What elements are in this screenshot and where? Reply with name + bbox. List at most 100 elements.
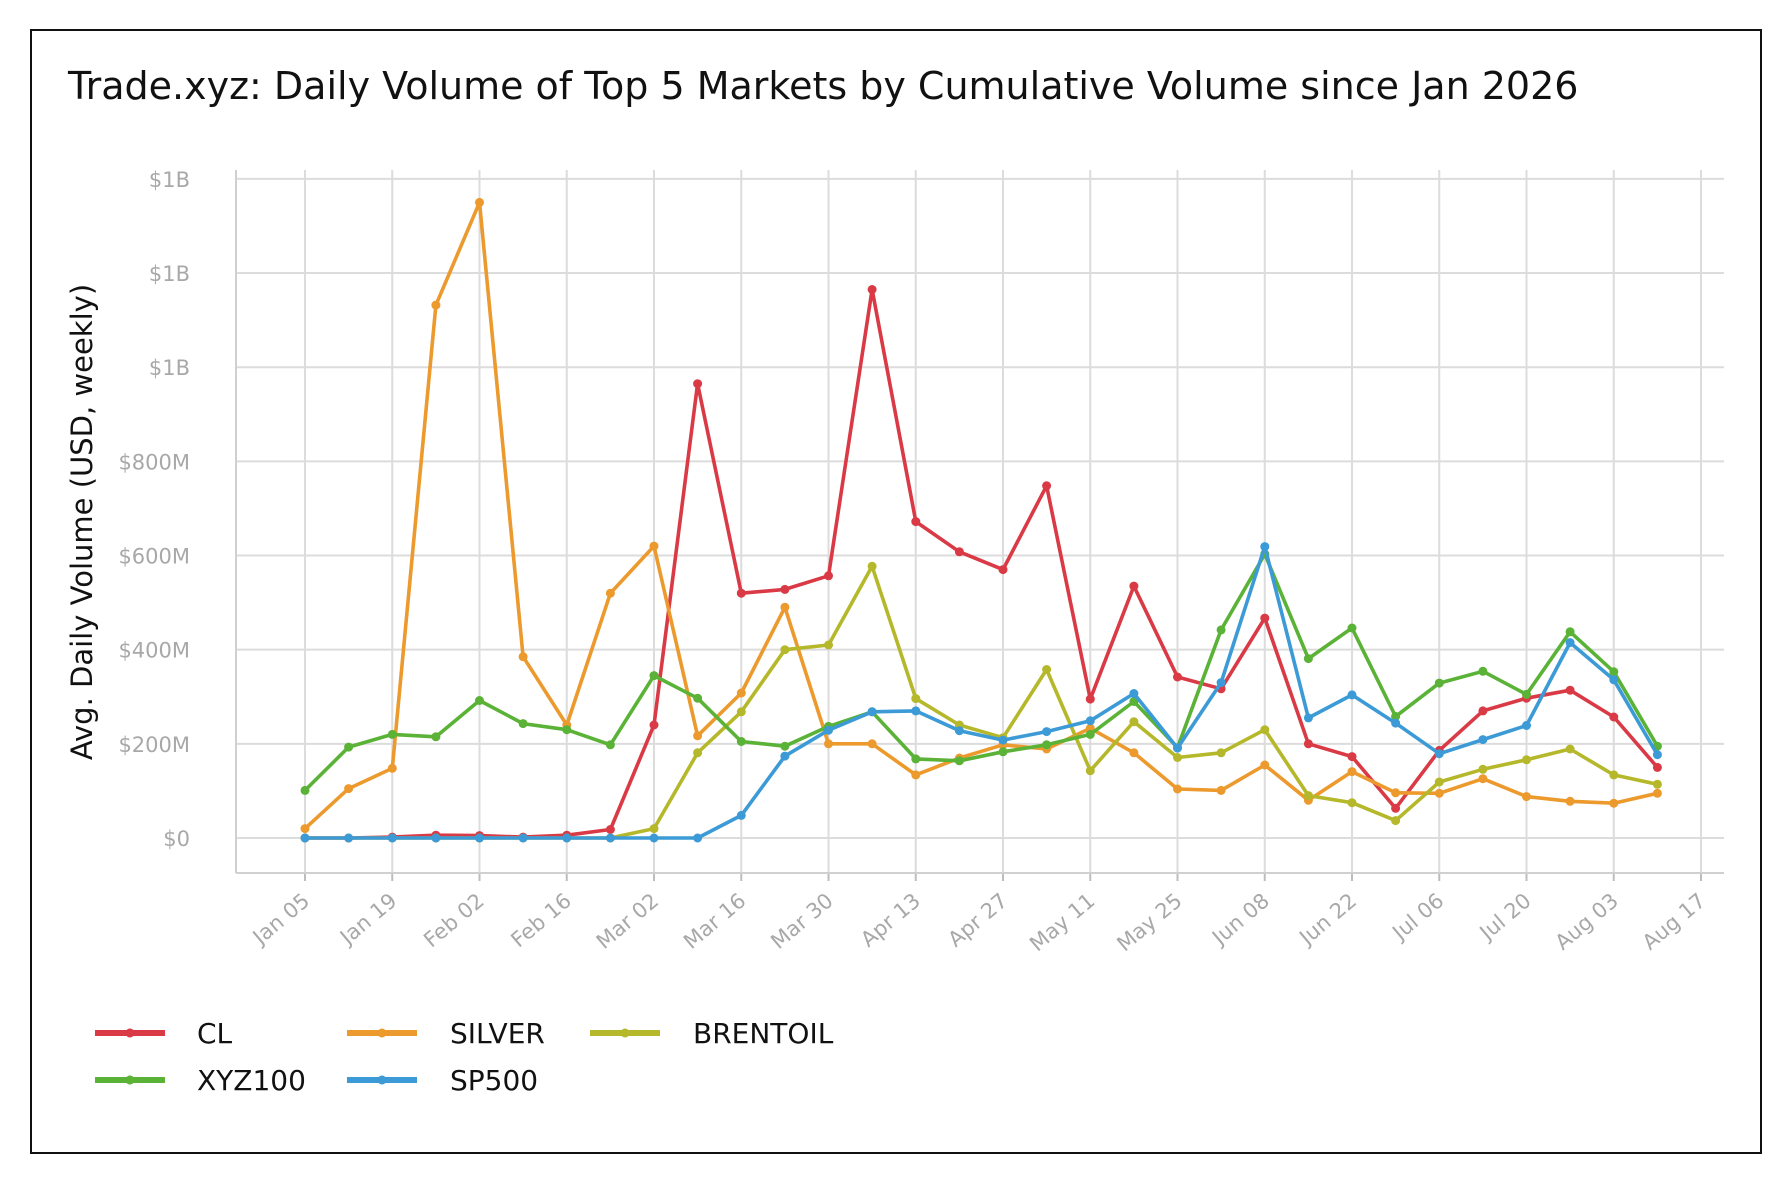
data-point	[780, 602, 790, 612]
legend: CL SILVER BRENTOIL XYZ100 SP500	[95, 1017, 834, 1097]
legend-item-sp500: SP500	[347, 1064, 538, 1097]
data-point	[736, 737, 746, 746]
data-point	[867, 561, 877, 571]
data-point	[693, 731, 703, 741]
data-point	[780, 751, 790, 761]
data-point	[911, 770, 921, 780]
data-point	[1522, 755, 1531, 765]
data-point	[1391, 803, 1401, 813]
data-point	[1478, 666, 1488, 676]
legend-item-cl: CL	[95, 1017, 233, 1050]
data-point	[1042, 665, 1052, 674]
data-point	[1565, 744, 1575, 754]
data-point	[867, 707, 877, 717]
data-point	[1042, 481, 1052, 491]
data-point	[1347, 690, 1357, 700]
legend-label: XYZ100	[197, 1064, 306, 1097]
data-point	[824, 640, 833, 650]
data-point	[1042, 727, 1052, 737]
data-point	[605, 740, 615, 750]
legend-label: BRENTOIL	[693, 1017, 834, 1050]
data-point	[1609, 712, 1619, 722]
data-point	[780, 584, 790, 594]
data-point	[693, 833, 703, 843]
data-point	[1129, 748, 1139, 758]
x-tick-label: Jan 19	[334, 888, 401, 950]
data-point	[387, 763, 397, 773]
data-point	[1260, 542, 1270, 552]
legend-item-brentoil: BRENTOIL	[590, 1017, 834, 1050]
data-point	[911, 517, 921, 527]
x-tick-label: Feb 16	[506, 888, 575, 952]
data-point	[998, 565, 1008, 575]
data-point	[1042, 740, 1052, 750]
data-point	[1522, 689, 1531, 699]
data-point	[475, 696, 484, 705]
data-point	[1173, 672, 1182, 682]
x-tick-label: Mar 02	[592, 888, 663, 953]
data-point	[780, 741, 790, 751]
x-tick-label: Jul 06	[1387, 888, 1449, 945]
data-point	[1173, 743, 1182, 753]
data-point	[1391, 788, 1401, 798]
x-tick-label: Apr 27	[943, 888, 1012, 951]
data-point	[1652, 750, 1662, 760]
data-point	[518, 652, 528, 662]
data-point	[1434, 777, 1444, 787]
x-tick-label: Jan 05	[247, 888, 314, 950]
data-point	[1391, 712, 1401, 721]
x-tick-label: Aug 17	[1638, 888, 1710, 954]
data-point	[911, 694, 921, 704]
data-point	[300, 824, 310, 834]
data-point	[736, 688, 746, 698]
data-point	[1652, 779, 1662, 789]
data-point	[431, 833, 441, 843]
x-tick-label: Jun 08	[1206, 888, 1274, 950]
y-tick-label: $1B	[149, 168, 190, 192]
series-cl	[300, 285, 1662, 843]
x-tick-label: Jun 22	[1294, 888, 1362, 950]
legend-marker	[125, 1075, 135, 1085]
y-tick-label: $1B	[149, 356, 190, 380]
grid	[236, 170, 1724, 873]
y-tick-label: $1B	[149, 262, 190, 286]
legend-label: SP500	[450, 1064, 538, 1097]
data-point	[1652, 788, 1662, 798]
data-point	[1565, 638, 1575, 648]
data-point	[1391, 816, 1401, 826]
y-tick-label: $600M	[118, 545, 190, 569]
data-point	[954, 726, 964, 736]
data-point	[1522, 792, 1531, 802]
y-tick-label: $400M	[118, 639, 190, 663]
data-point	[475, 833, 484, 843]
x-tick-label: Jul 20	[1474, 888, 1536, 945]
data-point	[649, 833, 659, 843]
data-point	[1478, 774, 1488, 784]
data-point	[1085, 729, 1095, 739]
data-point	[518, 833, 528, 843]
data-point	[344, 784, 354, 794]
data-point	[693, 379, 703, 389]
legend-marker	[620, 1028, 630, 1038]
series-sp500	[300, 542, 1662, 843]
data-point	[1303, 713, 1313, 723]
data-point	[475, 197, 484, 207]
data-point	[518, 719, 528, 729]
data-point	[1347, 767, 1357, 777]
data-point	[693, 748, 703, 758]
data-point	[1260, 613, 1270, 623]
data-point	[1129, 697, 1139, 706]
data-point	[1434, 749, 1444, 759]
data-point	[649, 824, 659, 834]
data-point	[387, 729, 397, 739]
data-point	[605, 825, 615, 834]
data-point	[998, 747, 1008, 757]
data-point	[1652, 762, 1662, 772]
data-point	[300, 833, 310, 843]
data-point	[1609, 798, 1619, 808]
data-point	[1478, 764, 1488, 774]
series-line-sp500	[303, 544, 1660, 840]
data-point	[1216, 625, 1226, 635]
data-point	[1565, 796, 1575, 806]
